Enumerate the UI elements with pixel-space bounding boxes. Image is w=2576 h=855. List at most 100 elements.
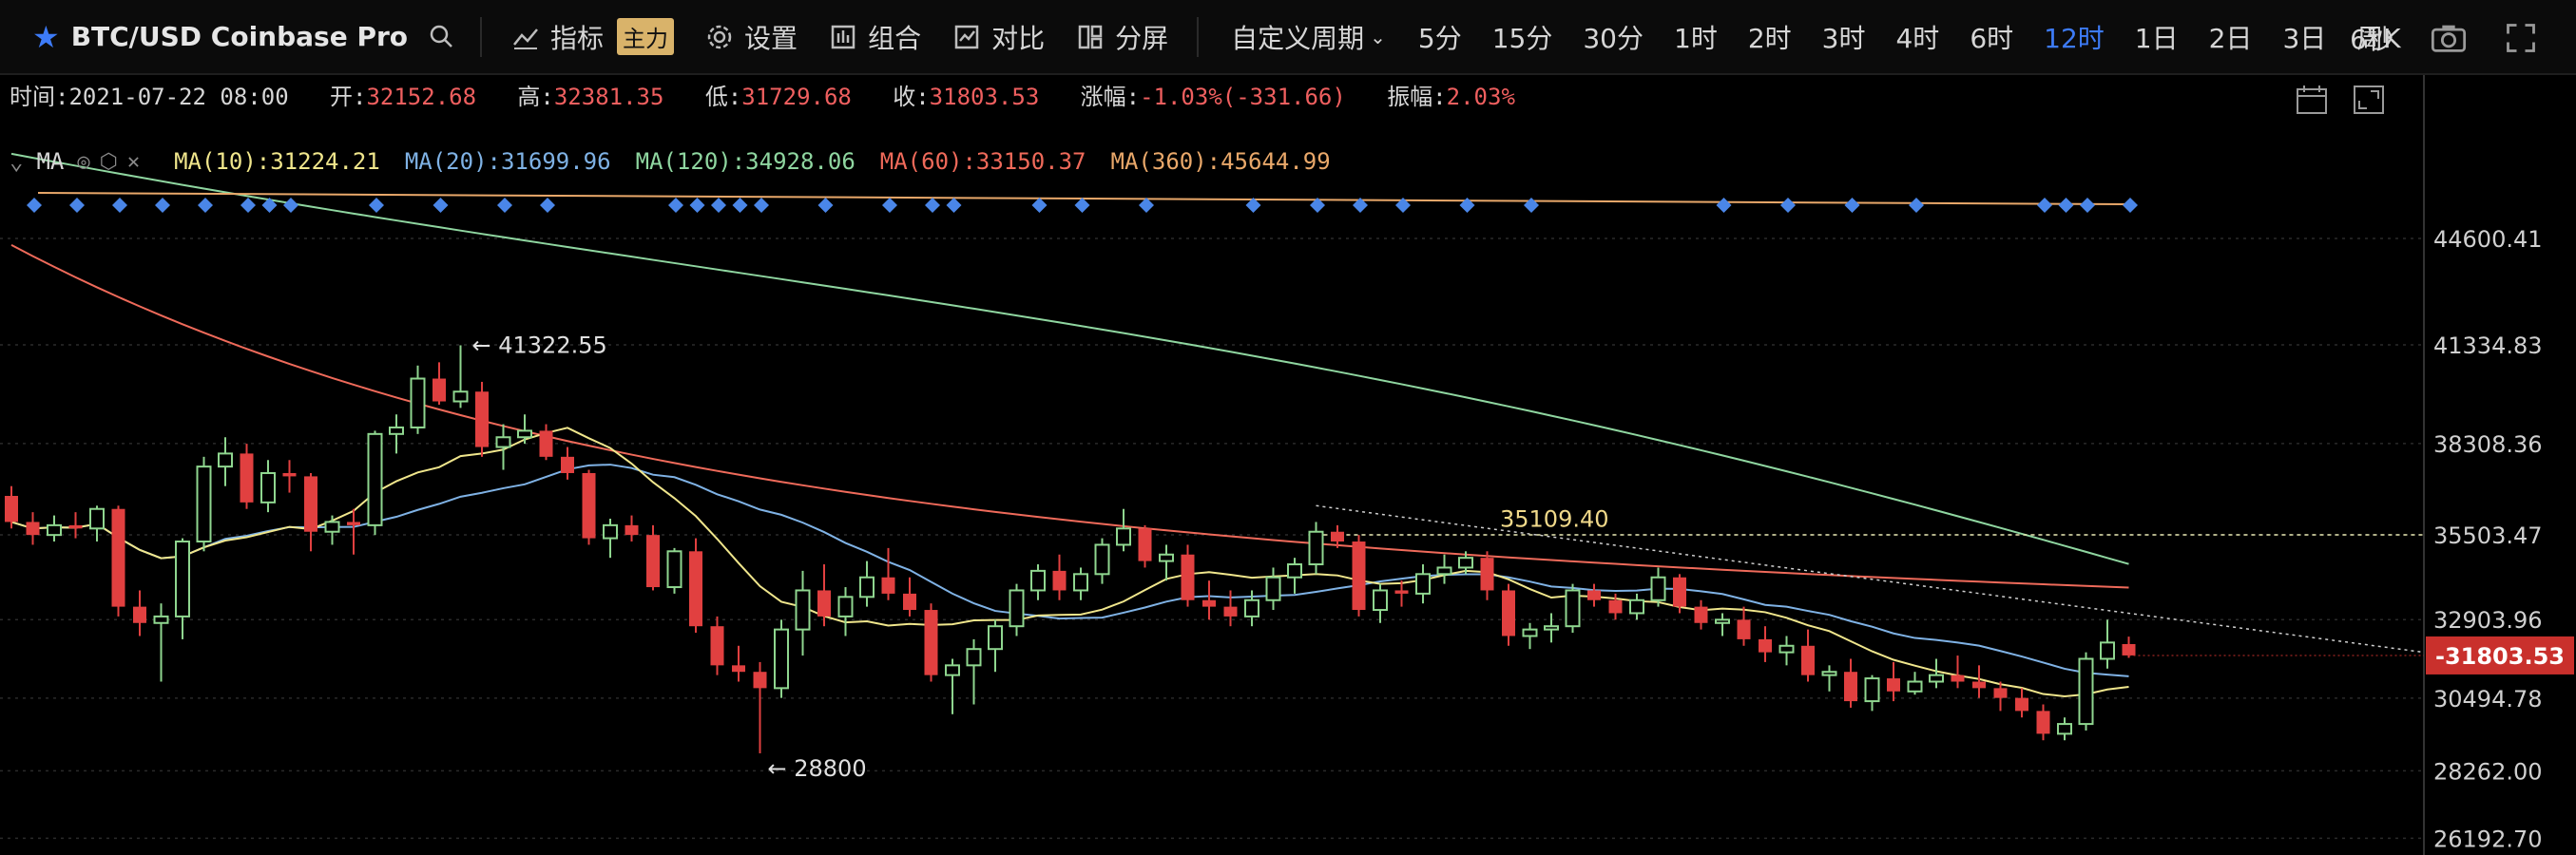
candle-body: [1951, 674, 1965, 682]
expand-icon[interactable]: [2352, 84, 2386, 116]
low-label: 低:: [704, 84, 742, 110]
collapse-chevron-icon[interactable]: ⌄: [10, 148, 24, 175]
period-tab[interactable]: 12时: [2044, 22, 2105, 54]
indicator-button[interactable]: 指标 主力: [495, 0, 689, 73]
period-tab[interactable]: 15分: [1491, 22, 1553, 54]
period-tab[interactable]: 6时: [1970, 22, 2014, 54]
symbol-selector[interactable]: ★ BTC/USD Coinbase Pro: [0, 19, 457, 55]
period-tab[interactable]: 5分: [1417, 22, 1462, 54]
fullscreen-icon[interactable]: [2504, 21, 2538, 55]
candle-body: [774, 628, 789, 690]
custom-period-dropdown[interactable]: 自定义周期 ⌄: [1212, 18, 1403, 56]
candle-body: [1737, 619, 1751, 639]
candle-body: [1052, 570, 1067, 591]
signal-diamond: [283, 198, 298, 213]
signal-diamond: [2037, 198, 2052, 213]
ma-legend-item: MA(60):33150.37: [879, 148, 1086, 175]
candle-body: [1308, 530, 1324, 566]
candle-body: [282, 472, 297, 477]
candle-body: [859, 576, 875, 598]
top-toolbar: ★ BTC/USD Coinbase Pro 指标 主力 设置 组合 对比 分屏…: [0, 0, 2576, 75]
candle-body: [732, 665, 745, 673]
candle-body: [153, 615, 169, 624]
ma-legend-item: MA(360):45644.99: [1110, 148, 1331, 175]
candle-body: [1778, 644, 1795, 654]
candle-body: [1265, 576, 1281, 601]
ma-legend-item: MA(20):31699.96: [404, 148, 611, 175]
ma-legend: ⌄ MA ◎ ⬡ ✕ MA(10):31224.21 MA(20):31699.9…: [10, 148, 1331, 175]
candle-body: [347, 522, 360, 525]
candle-body: [753, 672, 767, 689]
y-tick-label: 35503.47: [2433, 522, 2543, 549]
close-value: 31803.53: [929, 84, 1040, 110]
refresh-interval[interactable]: 6秒: [2350, 23, 2393, 55]
search-icon[interactable]: [427, 22, 457, 52]
candle-body: [389, 426, 404, 435]
candle-body: [1159, 553, 1174, 562]
signal-diamond: [2058, 198, 2074, 213]
high-value: 32381.35: [553, 84, 664, 110]
candle-body: [2078, 657, 2094, 726]
candle-body: [903, 593, 916, 611]
period-tab[interactable]: 30分: [1583, 22, 1644, 54]
signal-diamond: [369, 198, 384, 213]
ma-title: MA: [36, 148, 65, 175]
calendar-icon[interactable]: [2295, 84, 2329, 116]
candle-body: [625, 524, 639, 536]
candle-body: [1565, 589, 1581, 628]
period-tabs: 5分 15分 30分 1时 2时 3时 4时 6时 12时 1日 2日 3日 周K: [1403, 0, 2416, 73]
candle-body: [240, 453, 254, 503]
signal-diamond: [668, 198, 683, 213]
candle-body: [1480, 558, 1494, 591]
favorite-star-icon[interactable]: ★: [32, 18, 60, 55]
period-tab[interactable]: 4时: [1895, 22, 1940, 54]
candle-body: [837, 596, 854, 618]
signal-diamond: [1716, 198, 1732, 213]
candle-body: [1373, 589, 1388, 612]
signal-diamond: [198, 198, 213, 213]
close-icon[interactable]: ✕: [126, 149, 141, 174]
gear-icon: [707, 25, 732, 48]
split-screen-button[interactable]: 分屏: [1060, 0, 1183, 73]
last-price-label: -31803.53: [2435, 643, 2565, 670]
y-tick-label: 38308.36: [2433, 431, 2543, 458]
signal-diamond: [2123, 198, 2138, 213]
candle-body: [924, 610, 938, 675]
symbol-name: BTC/USD Coinbase Pro: [70, 21, 409, 52]
combo-button[interactable]: 组合: [813, 0, 936, 73]
candle-body: [710, 626, 724, 666]
compare-button[interactable]: 对比: [936, 0, 1060, 73]
period-tab[interactable]: 2日: [2208, 22, 2253, 54]
signal-diamond: [1459, 198, 1475, 213]
eye-icon[interactable]: ◎: [77, 149, 90, 174]
period-tab[interactable]: 1日: [2134, 22, 2179, 54]
level-annotation: 35109.40: [1500, 506, 1609, 533]
settings-hex-icon[interactable]: ⬡: [99, 149, 118, 174]
signal-diamond: [112, 198, 127, 213]
candle-body: [1629, 598, 1644, 615]
candle-body: [133, 606, 146, 623]
candle-body: [324, 521, 340, 533]
ma10-line: [10, 427, 2129, 697]
compare-icon: [954, 25, 979, 48]
candle-body: [89, 507, 105, 530]
period-tab[interactable]: 1时: [1674, 22, 1718, 54]
candle-body: [1502, 590, 1515, 636]
candle-body: [1352, 542, 1366, 611]
ma-controls: ◎ ⬡ ✕: [77, 150, 140, 174]
candle-body: [1138, 528, 1152, 561]
period-tab[interactable]: 周K: [2356, 22, 2401, 54]
candle-body: [433, 378, 446, 402]
signal-diamond: [1524, 198, 1539, 213]
y-tick-label: 28262.00: [2433, 758, 2543, 785]
signal-diamond: [732, 198, 748, 213]
candlestick-chart[interactable]: 44600.41 41334.83 38308.36 35503.47 32903.96…: [0, 75, 2576, 855]
settings-button[interactable]: 设置: [689, 0, 813, 73]
candle-body: [1715, 618, 1730, 624]
candle-body: [1522, 628, 1538, 637]
time-value: 2021-07-22 08:00: [68, 84, 289, 110]
period-tab[interactable]: 3时: [1821, 22, 1866, 54]
period-tab[interactable]: 3日: [2282, 22, 2327, 54]
period-tab[interactable]: 2时: [1747, 22, 1792, 54]
camera-icon[interactable]: [2430, 21, 2468, 55]
